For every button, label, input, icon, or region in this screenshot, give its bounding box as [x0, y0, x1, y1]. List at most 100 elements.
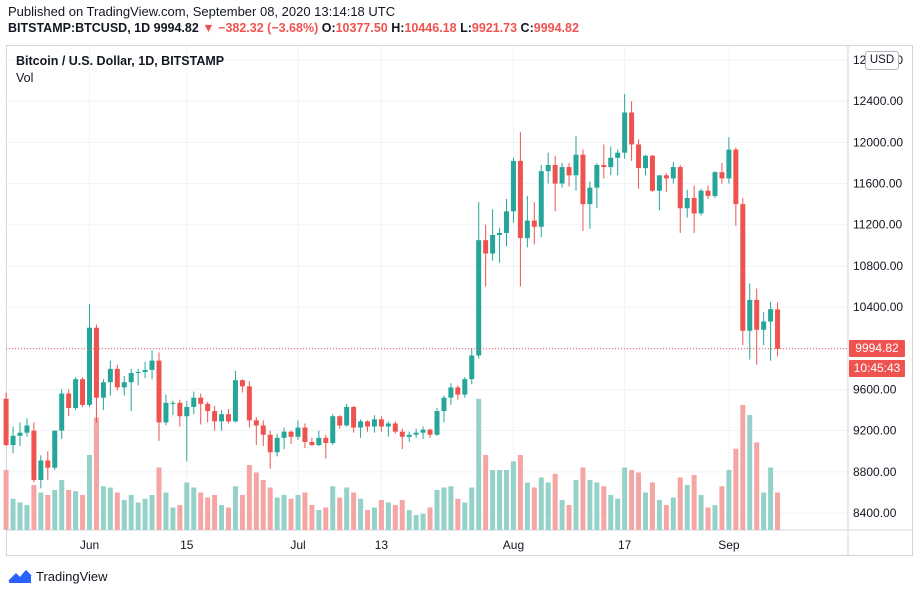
candle-2020-05-30: [73, 377, 79, 411]
candle-2020-09-04: [747, 283, 753, 360]
volume-bar-2020-07-04: [316, 510, 322, 530]
candle-2020-07-24: [455, 385, 461, 400]
candle-body-2020-07-27: [476, 240, 482, 356]
candle-body-2020-07-19: [420, 429, 426, 433]
volume-bar-2020-06-25: [253, 472, 259, 530]
candle-body-2020-07-10: [358, 421, 364, 428]
volume-bar-2020-05-26: [45, 495, 51, 530]
candle-body-2020-07-16: [399, 431, 405, 437]
candle-2020-09-05: [754, 288, 760, 365]
candle-body-2020-08-04: [531, 220, 537, 227]
candle-2020-08-08: [559, 162, 565, 188]
candle-2020-07-11: [365, 420, 370, 432]
candle-2020-05-26: [45, 451, 51, 481]
volume-bar-2020-06-27: [267, 487, 273, 530]
volume-bar-2020-07-18: [413, 515, 419, 530]
candle-2020-08-22: [656, 175, 662, 211]
candle-2020-07-06: [330, 414, 336, 446]
volume-bar-2020-07-22: [441, 487, 447, 530]
volume-bar-2020-08-08: [559, 500, 565, 530]
candle-body-2020-05-30: [73, 379, 79, 408]
volume-bar-2020-05-25: [38, 492, 44, 530]
candle-2020-05-31: [80, 377, 86, 407]
candle-2020-07-22: [441, 395, 447, 423]
candle-2020-08-16: [615, 149, 621, 176]
volume-bar-2020-08-14: [601, 486, 607, 530]
volume-bar-2020-07-16: [399, 500, 405, 530]
footer-branding[interactable]: TradingView: [8, 568, 108, 584]
volume-bar-2020-09-03: [740, 405, 746, 530]
candle-body-2020-07-31: [504, 211, 509, 233]
candle-2020-06-25: [253, 417, 259, 446]
currency-button[interactable]: USD: [865, 51, 899, 70]
candle-body-2020-06-29: [281, 431, 287, 438]
candle-body-2020-06-25: [253, 420, 259, 426]
candle-body-2020-07-15: [392, 423, 398, 432]
volume-bar-2020-06-22: [232, 486, 238, 530]
candle-body-2020-08-21: [649, 155, 655, 191]
candle-body-2020-09-03: [740, 204, 746, 331]
candle-2020-06-15: [184, 400, 190, 462]
candle-body-2020-07-02: [302, 427, 308, 442]
published-caption: Published on TradingView.com, September …: [8, 4, 396, 19]
volume-bar-2020-06-05: [114, 492, 120, 530]
candle-body-2020-08-11: [580, 154, 586, 205]
candle-body-2020-08-26: [684, 197, 690, 209]
chart-frame[interactable]: [6, 45, 913, 556]
volume-bar-2020-08-04: [531, 487, 537, 530]
candle-2020-09-07: [768, 301, 774, 361]
candle-body-2020-08-02: [517, 160, 523, 239]
candle-body-2020-06-03: [100, 382, 106, 398]
candle-body-2020-07-25: [462, 379, 468, 395]
y-tick-label-2: 9200.00: [853, 424, 897, 438]
candle-2020-07-19: [420, 426, 426, 439]
candle-2020-08-09: [566, 162, 572, 187]
volume-bar-2020-05-27: [52, 490, 58, 530]
candle-body-2020-07-04: [316, 437, 322, 446]
candle-body-2020-05-21: [10, 435, 16, 446]
candle-2020-07-16: [399, 428, 405, 450]
candle-2020-08-05: [538, 165, 544, 238]
tradingview-logo-icon: [8, 569, 32, 583]
candle-body-2020-08-27: [691, 197, 697, 214]
volume-bar-2020-07-24: [455, 498, 461, 530]
candle-body-2020-08-18: [629, 112, 635, 145]
volume-bar-2020-07-02: [302, 492, 308, 530]
candle-2020-08-31: [719, 162, 725, 184]
volume-bar-2020-08-23: [663, 505, 669, 530]
volume-bar-2020-07-20: [427, 507, 433, 530]
candle-2020-06-08: [135, 368, 141, 386]
y-tick-label-6: 10800.00: [853, 259, 903, 273]
candle-2020-08-13: [594, 162, 600, 209]
candle-body-2020-08-23: [663, 175, 669, 179]
volume-bar-2020-06-18: [205, 497, 211, 530]
candle-2020-06-14: [177, 399, 183, 427]
candle-body-2020-07-08: [344, 406, 350, 426]
volume-bar-2020-08-07: [552, 473, 558, 530]
candle-body-2020-08-17: [622, 112, 628, 153]
candle-2020-08-24: [670, 161, 676, 184]
candle-body-2020-06-02: [93, 327, 99, 398]
candle-body-2020-09-05: [754, 299, 760, 330]
candle-2020-07-14: [385, 421, 391, 437]
volume-bar-2020-06-11: [156, 467, 162, 530]
candle-2020-09-02: [733, 147, 739, 226]
candle-2020-07-20: [427, 428, 433, 438]
volume-bar-2020-07-29: [490, 470, 496, 530]
candle-body-2020-06-06: [121, 382, 127, 388]
volume-bar-2020-05-31: [80, 495, 86, 530]
volume-bar-2020-07-14: [385, 502, 391, 530]
candle-2020-07-07: [337, 415, 343, 429]
volume-bar-2020-05-29: [66, 490, 72, 530]
candle-body-2020-07-09: [351, 406, 357, 428]
candle-2020-08-14: [601, 144, 607, 179]
volume-bar-2020-05-20: [3, 470, 9, 530]
candle-2020-09-01: [726, 137, 732, 184]
volume-bar-2020-08-17: [622, 467, 628, 530]
low-label: L:: [460, 21, 472, 35]
volume-bar-2020-05-22: [17, 502, 23, 530]
volume-bar-2020-06-02: [93, 417, 99, 530]
candle-2020-06-22: [232, 370, 238, 423]
volume-bar-2020-05-30: [73, 491, 79, 530]
